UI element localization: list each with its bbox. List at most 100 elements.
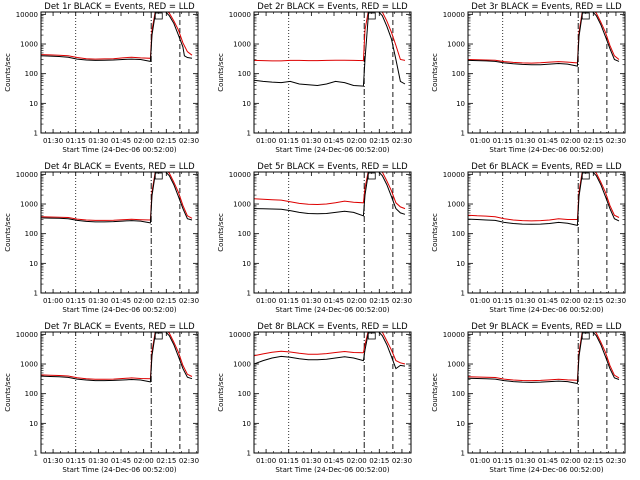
plot-frame: [467, 11, 626, 134]
series-line-events: [254, 332, 406, 370]
x-axis-label: Start Time (24-Dec-06 00:52:00): [275, 306, 389, 314]
plot-frame: [253, 331, 412, 454]
y-tick-label: 1000: [20, 361, 38, 369]
y-axis-label: Counts/sec: [217, 53, 225, 92]
y-tick-label: 100: [452, 390, 465, 398]
plot-frame: [253, 11, 412, 134]
panel-title: Det 6r BLACK = Events, RED = LLD: [471, 162, 622, 172]
y-tick-label: 1000: [20, 41, 38, 49]
x-tick-label: 02:00: [561, 137, 581, 145]
series-line-lld: [254, 332, 406, 365]
y-tick-label: 10000: [16, 331, 38, 339]
y-tick-label: 10000: [443, 331, 465, 339]
y-tick-label: 1: [461, 290, 465, 298]
x-tick-label: 01:00: [470, 457, 490, 465]
chart-panel-6: Det 6r BLACK = Events, RED = LLD Counts/s…: [431, 162, 626, 314]
peak-box-marker: [154, 172, 163, 180]
y-tick-label: 10000: [16, 11, 38, 19]
x-tick-label: 01:15: [279, 457, 299, 465]
y-tick-label: 10: [456, 420, 465, 428]
series-line-lld: [41, 12, 193, 60]
x-tick-label: 01:30: [515, 297, 535, 305]
series-line-lld: [254, 12, 406, 62]
x-tick-label: 01:45: [324, 457, 344, 465]
x-tick-label: 01:15: [66, 457, 86, 465]
y-tick-label: 10000: [229, 171, 251, 179]
panel-title: Det 2r BLACK = Events, RED = LLD: [257, 2, 408, 12]
peak-box-marker: [581, 12, 590, 20]
y-tick-label: 100: [452, 70, 465, 78]
x-tick-label: 01:45: [111, 137, 131, 145]
x-tick-label: 01:00: [43, 297, 63, 305]
y-tick-label: 1: [34, 290, 38, 298]
y-tick-label: 1: [34, 450, 38, 458]
x-tick-label: 02:30: [606, 297, 626, 305]
y-tick-label: 10: [29, 420, 38, 428]
series-line-events: [468, 172, 620, 227]
chart-panel-5: Det 5r BLACK = Events, RED = LLD Counts/s…: [217, 162, 412, 314]
x-tick-label: 01:45: [324, 137, 344, 145]
y-tick-label: 10: [29, 100, 38, 108]
x-tick-label: 01:00: [256, 137, 276, 145]
x-tick-label: 01:15: [66, 137, 86, 145]
y-tick-label: 1000: [447, 361, 465, 369]
panel-title: Det 9r BLACK = Events, RED = LLD: [471, 322, 622, 332]
x-tick-label: 01:30: [88, 457, 108, 465]
x-tick-label: 01:30: [515, 137, 535, 145]
chart-panel-1: Det 1r BLACK = Events, RED = LLD Counts/s…: [4, 2, 199, 154]
x-axis-label: Start Time (24-Dec-06 00:52:00): [489, 466, 603, 474]
x-tick-label: 01:30: [43, 457, 63, 465]
y-tick-label: 10: [242, 100, 251, 108]
chart-panel-4: Det 4r BLACK = Events, RED = LLD Counts/s…: [4, 162, 199, 314]
x-axis-label: Start Time (24-Dec-06 00:52:00): [62, 306, 176, 314]
x-tick-label: 01:00: [256, 457, 276, 465]
panel-title: Det 4r BLACK = Events, RED = LLD: [44, 162, 195, 172]
panel-title: Det 7r BLACK = Events, RED = LLD: [44, 322, 195, 332]
peak-box-marker: [154, 12, 163, 20]
x-axis-label: Start Time (24-Dec-06 00:52:00): [489, 306, 603, 314]
y-tick-label: 1: [247, 450, 251, 458]
x-tick-label: 02:30: [392, 297, 412, 305]
x-tick-label: 02:15: [156, 297, 176, 305]
y-tick-label: 100: [238, 70, 251, 78]
plot-frame: [40, 171, 199, 294]
x-tick-label: 02:00: [561, 297, 581, 305]
y-tick-label: 100: [452, 230, 465, 238]
y-tick-label: 10000: [229, 11, 251, 19]
chart-panel-9: Det 9r BLACK = Events, RED = LLD Counts/s…: [431, 322, 626, 474]
series-line-lld: [468, 332, 620, 382]
y-tick-label: 1: [34, 130, 38, 138]
series-line-lld: [254, 172, 406, 210]
y-axis-label: Counts/sec: [431, 53, 439, 92]
peak-box-marker: [367, 332, 376, 340]
series-line-lld: [468, 12, 620, 64]
y-tick-label: 10000: [443, 171, 465, 179]
peak-box-marker: [367, 172, 376, 180]
panel-title: Det 3r BLACK = Events, RED = LLD: [471, 2, 622, 12]
y-tick-label: 100: [238, 390, 251, 398]
peak-box-marker: [367, 12, 376, 20]
x-tick-label: 02:00: [347, 297, 367, 305]
y-tick-label: 100: [25, 390, 38, 398]
plot-frame: [253, 171, 412, 294]
x-tick-label: 02:15: [369, 297, 389, 305]
x-tick-label: 02:00: [134, 297, 154, 305]
y-tick-label: 10: [29, 260, 38, 268]
x-tick-label: 01:00: [256, 297, 276, 305]
x-tick-label: 02:00: [561, 457, 581, 465]
x-tick-label: 02:15: [156, 137, 176, 145]
x-tick-label: 01:45: [538, 297, 558, 305]
x-tick-label: 01:30: [515, 457, 535, 465]
chart-panel-2: Det 2r BLACK = Events, RED = LLD Counts/s…: [217, 2, 412, 154]
x-tick-label: 01:15: [279, 297, 299, 305]
y-tick-label: 1000: [20, 201, 38, 209]
panel-title: Det 8r BLACK = Events, RED = LLD: [257, 322, 408, 332]
x-tick-label: 02:00: [347, 137, 367, 145]
chart-panel-7: Det 7r BLACK = Events, RED = LLD Counts/s…: [4, 322, 199, 474]
x-tick-label: 01:30: [88, 137, 108, 145]
y-tick-label: 1: [247, 130, 251, 138]
y-tick-label: 1000: [233, 41, 251, 49]
y-tick-label: 1000: [233, 361, 251, 369]
x-tick-label: 01:45: [538, 457, 558, 465]
